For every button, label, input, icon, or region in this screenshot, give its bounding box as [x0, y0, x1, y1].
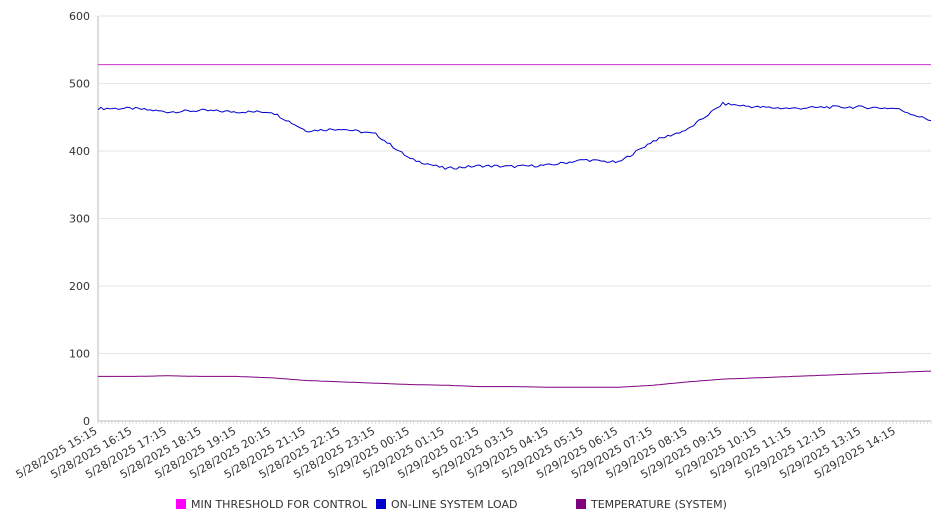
y-axis-ticks: 0 100 200 300 400 500 600 [69, 10, 90, 428]
legend-item-min-threshold[interactable]: MIN THRESHOLD FOR CONTROL [176, 498, 367, 512]
series-line-1 [97, 101, 932, 170]
x-axis-ticks: 5/28/2025 15:155/28/2025 16:155/28/2025 … [14, 424, 898, 481]
y-tick-label: 0 [83, 415, 90, 428]
y-tick-label: 200 [69, 280, 90, 293]
legend-item-system-load[interactable]: ON-LINE SYSTEM LOAD [376, 498, 517, 512]
legend-label: TEMPERATURE (SYSTEM) [591, 498, 727, 511]
grid-lines [98, 15, 931, 354]
y-tick-label: 400 [69, 145, 90, 158]
legend: MIN THRESHOLD FOR CONTROL ON-LINE SYSTEM… [0, 498, 946, 516]
series-lines [97, 64, 932, 388]
legend-swatch [376, 499, 386, 509]
y-tick-label: 500 [69, 78, 90, 91]
legend-swatch [576, 499, 586, 509]
legend-label: ON-LINE SYSTEM LOAD [391, 498, 518, 511]
y-tick-label: 600 [69, 10, 90, 23]
axes [97, 16, 932, 424]
y-tick-label: 100 [69, 348, 90, 361]
legend-swatch [176, 499, 186, 509]
legend-item-temperature[interactable]: TEMPERATURE (SYSTEM) [576, 498, 727, 512]
series-line-2 [98, 370, 932, 388]
legend-label: MIN THRESHOLD FOR CONTROL [191, 498, 367, 511]
y-tick-label: 300 [69, 213, 90, 226]
